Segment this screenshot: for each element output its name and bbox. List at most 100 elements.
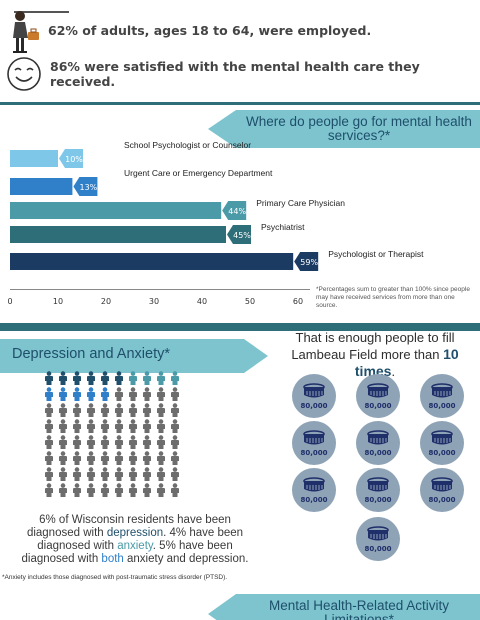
anxiety-footnote: *Anxiety includes those diagnosed with p… — [2, 574, 228, 581]
person-icon — [168, 435, 182, 450]
person-icon — [140, 387, 154, 402]
dep-line-2: diagnosed with depression. 4% have been — [0, 527, 270, 540]
person-icon — [126, 371, 140, 386]
stadium-icon — [430, 476, 454, 497]
services-title: Where do people go for mental health ser… — [246, 114, 472, 144]
value-label-1: 10% — [65, 155, 83, 164]
person-icon — [112, 387, 126, 402]
section-divider — [0, 102, 480, 105]
person-icon — [126, 451, 140, 466]
stadium-capacity: 80,000 — [300, 448, 328, 457]
limitations-banner: Mental Health-Related Activity Limitatio… — [208, 594, 480, 620]
x-tick-label: 20 — [101, 297, 111, 306]
dep-line-4: diagnosed with both anxiety and depressi… — [0, 553, 270, 566]
person-icon — [126, 483, 140, 498]
person-icon — [56, 387, 70, 402]
bar-4 — [10, 226, 226, 243]
person-icon — [56, 419, 70, 434]
person-icon — [56, 371, 70, 386]
person-icon — [98, 467, 112, 482]
person-icon — [70, 483, 84, 498]
lambeau-line-2: Lambeau Field more than 10 times. — [270, 346, 480, 380]
person-icon — [140, 419, 154, 434]
stadium-coin: 80,000 — [292, 421, 336, 465]
services-section: Where do people go for mental health ser… — [0, 110, 480, 322]
person-icon — [112, 435, 126, 450]
section-divider-band — [0, 323, 480, 331]
stadium-coin: 80,000 — [356, 517, 400, 561]
stadium-icon — [366, 525, 390, 546]
dep-line-3: diagnosed with anxiety. 5% have been — [0, 540, 270, 553]
services-banner: Where do people go for mental health ser… — [208, 110, 480, 148]
depression-title: Depression and Anxiety* — [12, 346, 170, 362]
category-label-5: Psychologist or Therapist — [328, 249, 424, 259]
x-tick-label: 10 — [53, 297, 63, 306]
stadium-coin: 80,000 — [292, 374, 336, 418]
lambeau-line-1: That is enough people to fill — [295, 330, 455, 345]
stadium-icon — [302, 476, 326, 497]
person-icon — [56, 483, 70, 498]
person-icon — [42, 483, 56, 498]
employed-stat: 62% of adults, ages 18 to 64, were emplo… — [8, 10, 371, 56]
stadium-coin: 80,000 — [292, 468, 336, 512]
stadium-icon — [430, 429, 454, 450]
person-icon — [168, 371, 182, 386]
x-tick-label: 50 — [245, 297, 255, 306]
person-icon — [140, 403, 154, 418]
person-icon — [42, 403, 56, 418]
category-label-1: School Psychologist or Counselor — [124, 140, 251, 150]
person-icon — [56, 435, 70, 450]
value-tag-5 — [294, 252, 319, 271]
person-icon — [168, 451, 182, 466]
services-footnote: *Percentages sum to greater than 100% si… — [316, 286, 470, 309]
person-icon — [42, 387, 56, 402]
person-icon — [168, 467, 182, 482]
person-icon — [84, 467, 98, 482]
smiley-icon — [6, 56, 42, 92]
x-axis — [10, 289, 310, 290]
lambeau-headline: That is enough people to fill Lambeau Fi… — [270, 330, 480, 380]
person-icon — [154, 419, 168, 434]
stadium-coin: 80,000 — [356, 468, 400, 512]
stadium-icon — [302, 382, 326, 403]
keyword-anxiety: anxiety — [117, 539, 153, 552]
stadium-icon — [430, 382, 454, 403]
person-icon — [98, 419, 112, 434]
person-icon — [84, 419, 98, 434]
stadium-coin: 80,000 — [420, 374, 464, 418]
person-icon — [126, 387, 140, 402]
x-tick-label: 40 — [197, 297, 207, 306]
worker-icon — [8, 10, 42, 56]
stadium-coin: 80,000 — [420, 468, 464, 512]
person-icon — [84, 403, 98, 418]
stadium-coin: 80,000 — [356, 421, 400, 465]
category-label-2: Urgent Care or Emergency Department — [124, 168, 273, 178]
value-label-3: 44% — [228, 207, 246, 216]
person-icon — [126, 419, 140, 434]
stadium-icon — [366, 382, 390, 403]
category-label-4: Psychiatrist — [261, 222, 305, 232]
dep-line-4-pre: diagnosed with — [21, 552, 102, 565]
person-icon — [70, 371, 84, 386]
bar-1 — [10, 150, 58, 167]
dep-line-2-pre: diagnosed with — [26, 526, 107, 539]
satisfied-stat: 86% were satisfied with the mental healt… — [6, 56, 480, 92]
bar-5 — [10, 253, 294, 270]
person-icon — [98, 403, 112, 418]
person-icon — [168, 403, 182, 418]
person-icon — [126, 467, 140, 482]
limitations-title: Mental Health-Related Activity Limitatio… — [268, 598, 450, 620]
keyword-depression: depression — [106, 526, 164, 539]
stadium-icon — [302, 429, 326, 450]
stadium-capacity: 80,000 — [364, 495, 392, 504]
value-tag-4 — [227, 225, 251, 244]
stadium-coin: 80,000 — [420, 421, 464, 465]
population-figures — [42, 371, 182, 498]
dep-line-2-post: . 4% have been — [163, 526, 244, 539]
top-cut-text — [14, 0, 134, 13]
top-stats: 62% of adults, ages 18 to 64, were emplo… — [0, 0, 480, 102]
value-tag-2 — [73, 177, 98, 196]
person-icon — [154, 387, 168, 402]
stadium-capacity: 80,000 — [428, 448, 456, 457]
x-tick-label: 30 — [149, 297, 159, 306]
